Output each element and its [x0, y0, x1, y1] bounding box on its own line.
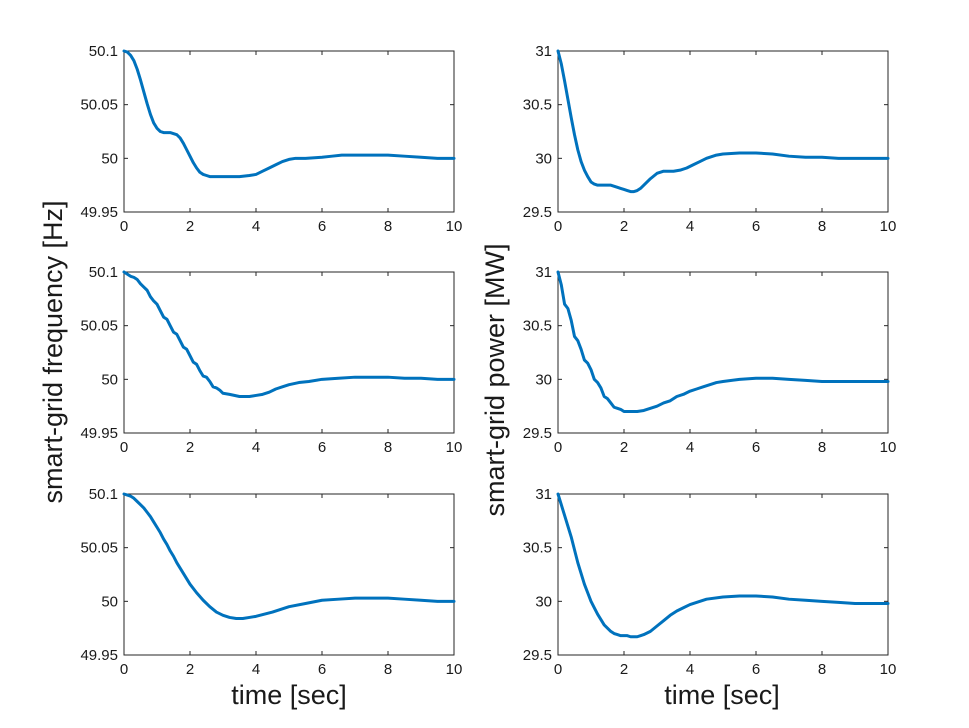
series-line [556, 270, 890, 414]
x-tick-label: 6 [318, 661, 326, 678]
axes-frame [123, 493, 455, 656]
y-tick-label: 50.05 [80, 318, 118, 335]
left-y-axis-label: smart-grid frequency [Hz] [38, 200, 68, 503]
x-tick-label: 0 [120, 218, 128, 235]
x-tick-label: 0 [554, 439, 562, 456]
x-tick-label: 4 [686, 661, 694, 678]
x-tick-label: 10 [446, 661, 463, 678]
subplot-top-left: 0 2 4 6 8 10 50.1 50.05 50 49.95 [80, 43, 462, 235]
x-tick-label: 6 [752, 439, 760, 456]
x-tick-label: 0 [554, 661, 562, 678]
y-tick-label: 50.05 [80, 97, 118, 114]
x-tick-label: 10 [880, 218, 897, 235]
y-tick-label: 31 [535, 264, 552, 281]
y-tick-label: 29.5 [523, 425, 552, 442]
series-line [122, 49, 456, 179]
subplot-bottom-right: 0 2 4 6 8 10 31 30.5 30 29.5 [523, 486, 897, 678]
x-tick-label: 2 [620, 661, 628, 678]
x-tick-label: 2 [186, 439, 194, 456]
x-tick-label: 6 [752, 218, 760, 235]
x-tick-label: 2 [620, 439, 628, 456]
x-tick-label: 2 [620, 218, 628, 235]
y-tick-label: 30.5 [523, 318, 552, 335]
y-tick-label: 30.5 [523, 97, 552, 114]
x-tick-label: 8 [384, 218, 392, 235]
x-tick-label: 0 [554, 218, 562, 235]
series-line [122, 270, 456, 399]
subplot-bottom-left: 0 2 4 6 8 10 50.1 50.05 50 49.95 [80, 486, 462, 678]
y-tick-label: 29.5 [523, 204, 552, 221]
y-tick-label: 49.95 [80, 204, 118, 221]
x-tick-label: 8 [818, 439, 826, 456]
y-tick-label: 50.1 [89, 264, 118, 281]
x-tick-label: 10 [880, 661, 897, 678]
axes-frame [123, 50, 455, 213]
y-tick-label: 50 [101, 150, 118, 167]
x-tick-label: 8 [818, 218, 826, 235]
subplot-top-right: 0 2 4 6 8 10 31 30.5 30 29.5 [523, 43, 897, 235]
y-tick-label: 30.5 [523, 540, 552, 557]
series-line [556, 492, 890, 639]
x-tick-label: 6 [752, 661, 760, 678]
y-tick-label: 31 [535, 43, 552, 60]
y-tick-label: 50.1 [89, 486, 118, 503]
y-tick-label: 50 [101, 371, 118, 388]
x-tick-label: 4 [252, 439, 260, 456]
series-line [122, 492, 456, 621]
x-tick-label: 2 [186, 661, 194, 678]
x-tick-label: 6 [318, 439, 326, 456]
x-tick-label: 4 [686, 218, 694, 235]
x-tick-label: 10 [446, 218, 463, 235]
y-tick-label: 49.95 [80, 425, 118, 442]
x-tick-label: 10 [880, 439, 897, 456]
y-tick-label: 30 [535, 150, 552, 167]
x-tick-label: 0 [120, 439, 128, 456]
x-tick-label: 4 [686, 439, 694, 456]
y-tick-label: 31 [535, 486, 552, 503]
x-tick-label: 6 [318, 218, 326, 235]
y-tick-label: 50 [101, 593, 118, 610]
subplot-middle-left: 0 2 4 6 8 10 50.1 50.05 50 49.95 [80, 264, 462, 456]
y-tick-label: 49.95 [80, 647, 118, 664]
axes-frame [557, 50, 889, 213]
x-tick-label: 10 [446, 439, 463, 456]
x-tick-label: 0 [120, 661, 128, 678]
right-x-axis-label: time [sec] [664, 680, 780, 710]
left-x-axis-label: time [sec] [231, 680, 347, 710]
y-tick-label: 29.5 [523, 647, 552, 664]
x-tick-label: 2 [186, 218, 194, 235]
x-tick-label: 8 [384, 439, 392, 456]
x-tick-label: 8 [384, 661, 392, 678]
y-tick-label: 30 [535, 371, 552, 388]
axes-frame [557, 271, 889, 434]
axes-frame [557, 493, 889, 656]
x-tick-label: 4 [252, 218, 260, 235]
axes-frame [123, 271, 455, 434]
y-tick-label: 50.1 [89, 43, 118, 60]
x-tick-label: 4 [252, 661, 260, 678]
subplot-middle-right: 0 2 4 6 8 10 31 30.5 30 29.5 [523, 264, 897, 456]
right-y-axis-label: smart-grid power [MW] [480, 243, 510, 516]
y-tick-label: 50.05 [80, 540, 118, 557]
y-tick-label: 30 [535, 593, 552, 610]
x-tick-label: 8 [818, 661, 826, 678]
series-line [556, 49, 890, 194]
